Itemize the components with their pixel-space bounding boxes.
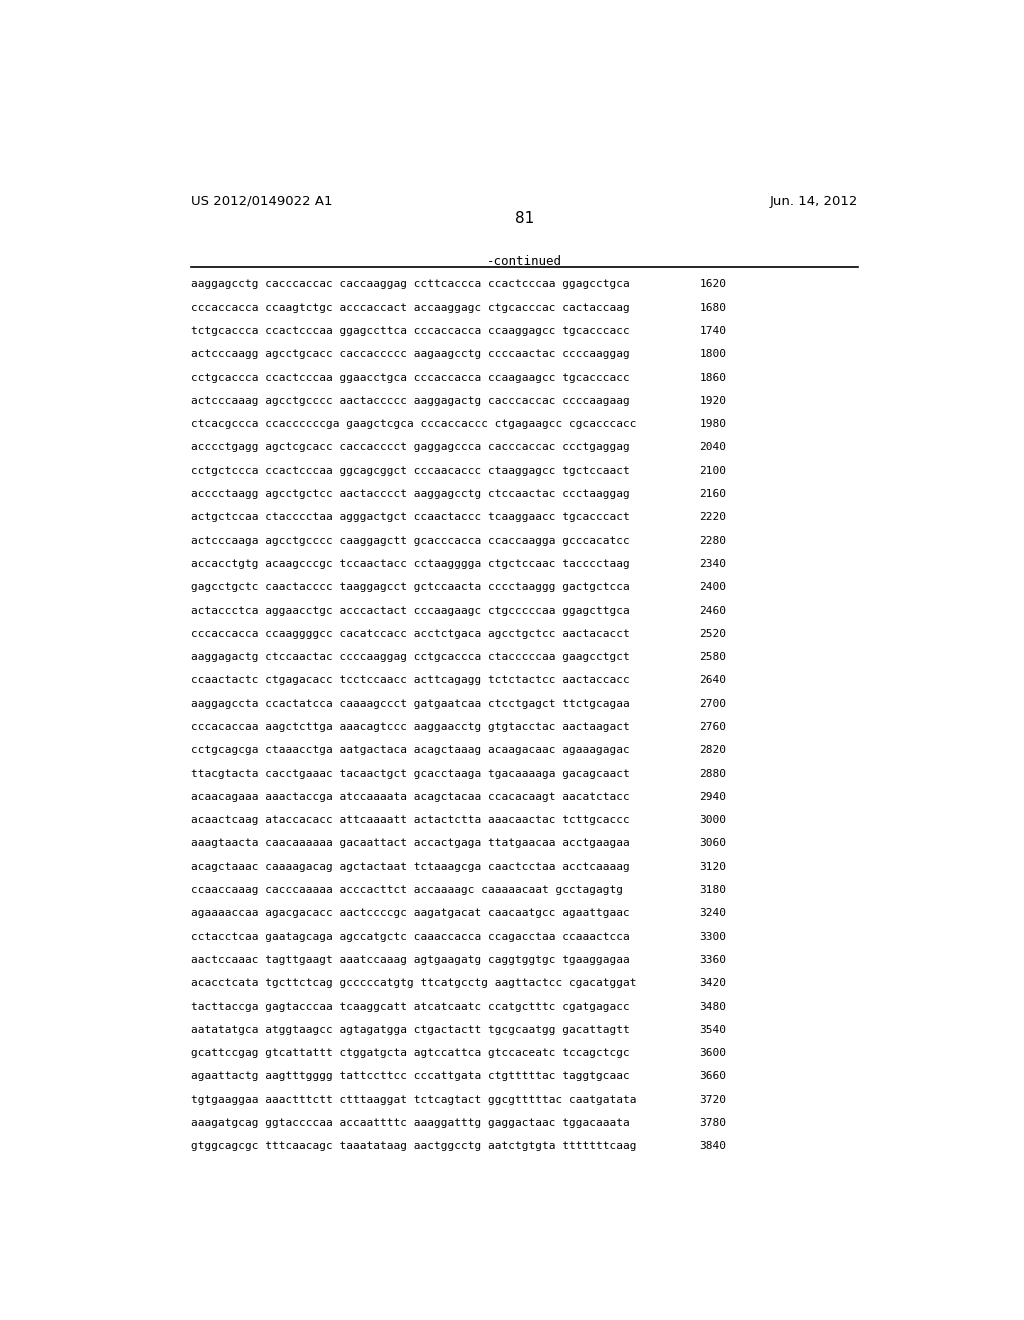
Text: 3060: 3060: [699, 838, 726, 849]
Text: 3360: 3360: [699, 954, 726, 965]
Text: gcattccgag gtcattattt ctggatgcta agtccattca gtccaceatc tccagctcgc: gcattccgag gtcattattt ctggatgcta agtccat…: [191, 1048, 630, 1059]
Text: acccctaagg agcctgctcc aactacccct aaggagcctg ctccaactac ccctaaggag: acccctaagg agcctgctcc aactacccct aaggagc…: [191, 488, 630, 499]
Text: 3240: 3240: [699, 908, 726, 919]
Text: tctgcaccca ccactcccaa ggagccttca cccaccacca ccaaggagcc tgcacccacc: tctgcaccca ccactcccaa ggagccttca cccacca…: [191, 326, 630, 337]
Text: tacttaccga gagtacccaa tcaaggcatt atcatcaatc ccatgctttc cgatgagacc: tacttaccga gagtacccaa tcaaggcatt atcatca…: [191, 1002, 630, 1011]
Text: 3660: 3660: [699, 1072, 726, 1081]
Text: -continued: -continued: [487, 255, 562, 268]
Text: gagcctgctc caactacccc taaggagcct gctccaacta cccctaaggg gactgctcca: gagcctgctc caactacccc taaggagcct gctccaa…: [191, 582, 630, 593]
Text: actcccaaga agcctgcccc caaggagctt gcacccacca ccaccaagga gcccacatcc: actcccaaga agcctgcccc caaggagctt gcaccca…: [191, 536, 630, 545]
Text: 3420: 3420: [699, 978, 726, 989]
Text: tgtgaaggaa aaactttctt ctttaaggat tctcagtact ggcgtttttac caatgatata: tgtgaaggaa aaactttctt ctttaaggat tctcagt…: [191, 1094, 637, 1105]
Text: 3120: 3120: [699, 862, 726, 871]
Text: 2520: 2520: [699, 628, 726, 639]
Text: acacctcata tgcttctcag gcccccatgtg ttcatgcctg aagttactcc cgacatggat: acacctcata tgcttctcag gcccccatgtg ttcatg…: [191, 978, 637, 989]
Text: 2820: 2820: [699, 746, 726, 755]
Text: 3000: 3000: [699, 816, 726, 825]
Text: 1680: 1680: [699, 302, 726, 313]
Text: gtggcagcgc tttcaacagc taaatataag aactggcctg aatctgtgta tttttttcaag: gtggcagcgc tttcaacagc taaatataag aactggc…: [191, 1142, 637, 1151]
Text: ccaactactc ctgagacacc tcctccaacc acttcagagg tctctactcc aactaccacc: ccaactactc ctgagacacc tcctccaacc acttcag…: [191, 676, 630, 685]
Text: acaacagaaa aaactaccga atccaaaata acagctacaa ccacacaagt aacatctacc: acaacagaaa aaactaccga atccaaaata acagcta…: [191, 792, 630, 801]
Text: 1860: 1860: [699, 372, 726, 383]
Text: agaaaaccaa agacgacacc aactccccgc aagatgacat caacaatgcc agaattgaac: agaaaaccaa agacgacacc aactccccgc aagatga…: [191, 908, 630, 919]
Text: acaactcaag ataccacacc attcaaaatt actactctta aaacaactac tcttgcaccc: acaactcaag ataccacacc attcaaaatt actactc…: [191, 816, 630, 825]
Text: 3780: 3780: [699, 1118, 726, 1129]
Text: 2040: 2040: [699, 442, 726, 453]
Text: acagctaaac caaaagacag agctactaat tctaaagcga caactcctaa acctcaaaag: acagctaaac caaaagacag agctactaat tctaaag…: [191, 862, 630, 871]
Text: cctgcaccca ccactcccaa ggaacctgca cccaccacca ccaagaagcc tgcacccacc: cctgcaccca ccactcccaa ggaacctgca cccacca…: [191, 372, 630, 383]
Text: 2580: 2580: [699, 652, 726, 663]
Text: US 2012/0149022 A1: US 2012/0149022 A1: [191, 195, 333, 209]
Text: 3600: 3600: [699, 1048, 726, 1059]
Text: 3540: 3540: [699, 1024, 726, 1035]
Text: cccaccacca ccaagtctgc acccaccact accaaggagc ctgcacccac cactaccaag: cccaccacca ccaagtctgc acccaccact accaagg…: [191, 302, 630, 313]
Text: cctgcagcga ctaaacctga aatgactaca acagctaaag acaagacaac agaaagagac: cctgcagcga ctaaacctga aatgactaca acagcta…: [191, 746, 630, 755]
Text: 2280: 2280: [699, 536, 726, 545]
Text: aactccaaac tagttgaagt aaatccaaag agtgaagatg caggtggtgc tgaaggagaa: aactccaaac tagttgaagt aaatccaaag agtgaag…: [191, 954, 630, 965]
Text: 3180: 3180: [699, 886, 726, 895]
Text: 1980: 1980: [699, 420, 726, 429]
Text: actcccaagg agcctgcacc caccaccccc aagaagcctg ccccaactac ccccaaggag: actcccaagg agcctgcacc caccaccccc aagaagc…: [191, 350, 630, 359]
Text: 3720: 3720: [699, 1094, 726, 1105]
Text: actcccaaag agcctgcccc aactaccccc aaggagactg cacccaccac ccccaagaag: actcccaaag agcctgcccc aactaccccc aaggaga…: [191, 396, 630, 405]
Text: 1740: 1740: [699, 326, 726, 337]
Text: 2640: 2640: [699, 676, 726, 685]
Text: accacctgtg acaagcccgc tccaactacc cctaagggga ctgctccaac tacccctaag: accacctgtg acaagcccgc tccaactacc cctaagg…: [191, 558, 630, 569]
Text: 2760: 2760: [699, 722, 726, 733]
Text: ttacgtacta cacctgaaac tacaactgct gcacctaaga tgacaaaaga gacagcaact: ttacgtacta cacctgaaac tacaactgct gcaccta…: [191, 768, 630, 779]
Text: Jun. 14, 2012: Jun. 14, 2012: [770, 195, 858, 209]
Text: actaccctca aggaacctgc acccactact cccaagaagc ctgcccccaa ggagcttgca: actaccctca aggaacctgc acccactact cccaaga…: [191, 606, 630, 615]
Text: 2100: 2100: [699, 466, 726, 475]
Text: 1800: 1800: [699, 350, 726, 359]
Text: actgctccaa ctacccctaa agggactgct ccaactaccc tcaaggaacc tgcacccact: actgctccaa ctacccctaa agggactgct ccaacta…: [191, 512, 630, 523]
Text: 2700: 2700: [699, 698, 726, 709]
Text: agaattactg aagtttgggg tattccttcc cccattgata ctgtttttac taggtgcaac: agaattactg aagtttgggg tattccttcc cccattg…: [191, 1072, 630, 1081]
Text: 1920: 1920: [699, 396, 726, 405]
Text: cctgctccca ccactcccaa ggcagcggct cccaacaccc ctaaggagcc tgctccaact: cctgctccca ccactcccaa ggcagcggct cccaaca…: [191, 466, 630, 475]
Text: 2160: 2160: [699, 488, 726, 499]
Text: aatatatgca atggtaagcc agtagatgga ctgactactt tgcgcaatgg gacattagtt: aatatatgca atggtaagcc agtagatgga ctgacta…: [191, 1024, 630, 1035]
Text: ccaaccaaag cacccaaaaa acccacttct accaaaagc caaaaacaat gcctagagtg: ccaaccaaag cacccaaaaa acccacttct accaaaa…: [191, 886, 624, 895]
Text: aaggagactg ctccaactac ccccaaggag cctgcaccca ctacccccaa gaagcctgct: aaggagactg ctccaactac ccccaaggag cctgcac…: [191, 652, 630, 663]
Text: 2460: 2460: [699, 606, 726, 615]
Text: 2400: 2400: [699, 582, 726, 593]
Text: 81: 81: [515, 211, 535, 226]
Text: 2880: 2880: [699, 768, 726, 779]
Text: aaagatgcag ggtaccccaa accaattttc aaaggatttg gaggactaac tggacaaata: aaagatgcag ggtaccccaa accaattttc aaaggat…: [191, 1118, 630, 1129]
Text: ctcacgccca ccaccccccga gaagctcgca cccaccaccc ctgagaagcc cgcacccacc: ctcacgccca ccaccccccga gaagctcgca cccacc…: [191, 420, 637, 429]
Text: 3300: 3300: [699, 932, 726, 941]
Text: aaggagccta ccactatcca caaaagccct gatgaatcaa ctcctgagct ttctgcagaa: aaggagccta ccactatcca caaaagccct gatgaat…: [191, 698, 630, 709]
Text: 2940: 2940: [699, 792, 726, 801]
Text: aaagtaacta caacaaaaaa gacaattact accactgaga ttatgaacaa acctgaagaa: aaagtaacta caacaaaaaa gacaattact accactg…: [191, 838, 630, 849]
Text: cccaccacca ccaaggggcc cacatccacc acctctgaca agcctgctcc aactacacct: cccaccacca ccaaggggcc cacatccacc acctctg…: [191, 628, 630, 639]
Text: cctacctcaa gaatagcaga agccatgctc caaaccacca ccagacctaa ccaaactcca: cctacctcaa gaatagcaga agccatgctc caaacca…: [191, 932, 630, 941]
Text: 1620: 1620: [699, 280, 726, 289]
Text: 3840: 3840: [699, 1142, 726, 1151]
Text: 2340: 2340: [699, 558, 726, 569]
Text: 3480: 3480: [699, 1002, 726, 1011]
Text: aaggagcctg cacccaccac caccaaggag ccttcaccca ccactcccaa ggagcctgca: aaggagcctg cacccaccac caccaaggag ccttcac…: [191, 280, 630, 289]
Text: cccacaccaa aagctcttga aaacagtccc aaggaacctg gtgtacctac aactaagact: cccacaccaa aagctcttga aaacagtccc aaggaac…: [191, 722, 630, 733]
Text: 2220: 2220: [699, 512, 726, 523]
Text: acccctgagg agctcgcacc caccacccct gaggagccca cacccaccac ccctgaggag: acccctgagg agctcgcacc caccacccct gaggagc…: [191, 442, 630, 453]
